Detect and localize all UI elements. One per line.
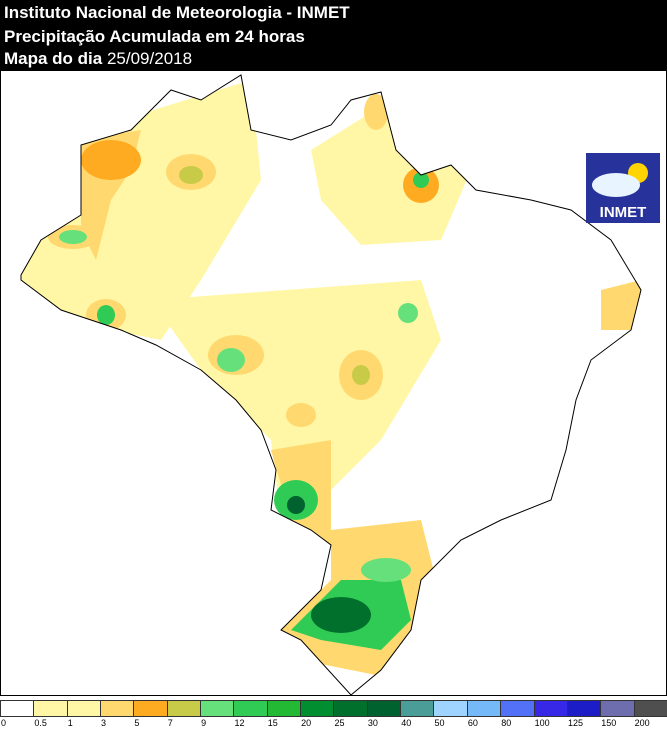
title-product: Precipitação Acumulada em 24 horas <box>4 27 305 46</box>
date-prefix: Mapa do dia <box>4 49 103 68</box>
legend-swatch <box>266 700 301 717</box>
legend-tick-label: 5 <box>134 718 140 728</box>
legend-swatch <box>200 700 234 717</box>
legend-tick-label: 150 <box>601 718 617 728</box>
cloud-sun-icon <box>592 163 648 197</box>
legend-tick-label: 25 <box>334 718 345 728</box>
legend-swatch <box>566 700 601 717</box>
legend-tick-label: 0 <box>1 718 7 728</box>
legend-labels: 0 0.5 1 3 5 7 9 12 15 20 25 30 40 50 60 80 100 125 150 200 <box>0 718 667 730</box>
legend-swatch <box>100 700 134 717</box>
brazil-map <box>20 74 642 696</box>
map-date: 25/09/2018 <box>106 49 193 68</box>
legend-tick-label: 80 <box>501 718 512 728</box>
legend-swatch <box>333 700 367 717</box>
legend-tick-label: 12 <box>234 718 245 728</box>
legend-tick-label: 125 <box>567 718 583 728</box>
legend-tick-label: 200 <box>634 718 650 728</box>
legend-swatch <box>633 700 667 717</box>
legend-tick-label: 100 <box>534 718 550 728</box>
title-institution: Instituto Nacional de Meteorologia - INM… <box>4 3 350 22</box>
header: Instituto Nacional de Meteorologia - INM… <box>0 0 667 71</box>
legend-tick-label: 40 <box>401 718 412 728</box>
legend-swatch <box>400 700 434 717</box>
legend-tick-label: 9 <box>201 718 207 728</box>
logo-text: INMET <box>599 204 647 221</box>
legend-tick-label: 15 <box>267 718 278 728</box>
legend-swatch <box>600 700 634 717</box>
legend-tick-label: 0.5 <box>34 718 47 728</box>
legend-swatch <box>0 700 34 717</box>
legend-swatch <box>33 700 67 717</box>
legend-tick-label: 1 <box>67 718 73 728</box>
legend-tick-label: 20 <box>301 718 312 728</box>
legend-swatch <box>366 700 401 717</box>
legend-tick-label: 50 <box>434 718 445 728</box>
legend-swatch <box>466 700 501 717</box>
legend-swatch <box>300 700 334 717</box>
title-date-line: Mapa do dia 25/09/2018 <box>4 49 192 69</box>
legend-tick-label: 7 <box>167 718 173 728</box>
legend-swatch <box>166 700 201 717</box>
legend-swatch <box>66 700 101 717</box>
legend-swatch <box>533 700 567 717</box>
legend-swatch <box>133 700 167 717</box>
legend-swatch <box>233 700 267 717</box>
legend-tick-label: 30 <box>367 718 378 728</box>
legend-tick-label: 60 <box>467 718 478 728</box>
precipitation-map: INMET <box>0 71 667 696</box>
color-legend <box>0 700 667 718</box>
legend-swatch <box>500 700 534 717</box>
inmet-logo: INMET <box>586 153 660 223</box>
legend-swatch <box>433 700 467 717</box>
legend-tick-label: 3 <box>101 718 107 728</box>
precipitation-fields <box>21 75 641 695</box>
